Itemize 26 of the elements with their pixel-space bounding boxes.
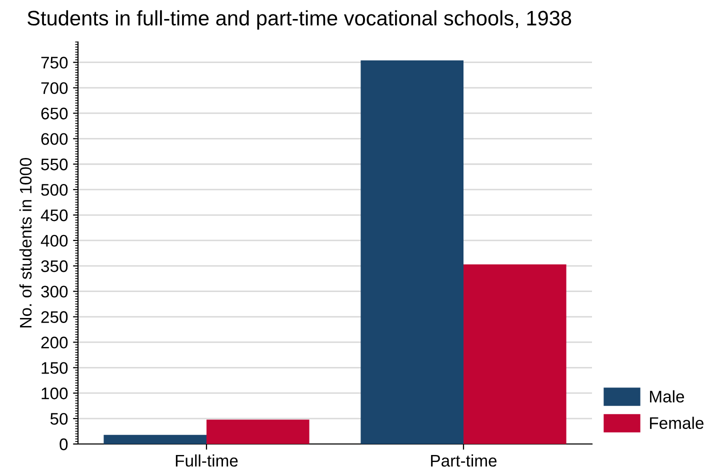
y-tick-label: 250 xyxy=(41,311,68,323)
bar xyxy=(464,264,566,444)
y-tick-label: 300 xyxy=(41,286,68,298)
x-tick-label: Part-time xyxy=(431,454,497,467)
y-tick-label: 100 xyxy=(42,388,68,400)
y-tick-label: 550 xyxy=(41,158,68,170)
y-axis-title: No. of students in 1000 xyxy=(19,158,32,328)
y-tick-label: 500 xyxy=(41,184,68,196)
y-tick-label: 150 xyxy=(42,362,68,374)
bar xyxy=(104,434,206,444)
y-tick-label: 50 xyxy=(50,412,68,425)
bar xyxy=(360,60,464,444)
y-tick-label: 650 xyxy=(41,108,68,120)
y-tick-label: 200 xyxy=(41,336,68,348)
legend-label: Male xyxy=(650,390,684,402)
y-tick-label: 400 xyxy=(40,234,68,247)
bar xyxy=(206,420,310,444)
y-tick-label: 600 xyxy=(41,133,68,145)
y-tick-label: 700 xyxy=(41,82,68,94)
y-tick-label: 750 xyxy=(41,56,68,69)
y-tick-label: 450 xyxy=(40,209,68,222)
x-tick-label: Full-time xyxy=(176,454,238,467)
chart-title: Students in full-time and part-time vocational schools, 1938 xyxy=(28,10,572,30)
legend-label: Female xyxy=(650,416,704,429)
y-tick-label: 0 xyxy=(60,438,68,450)
y-tick-label: 350 xyxy=(41,260,68,272)
